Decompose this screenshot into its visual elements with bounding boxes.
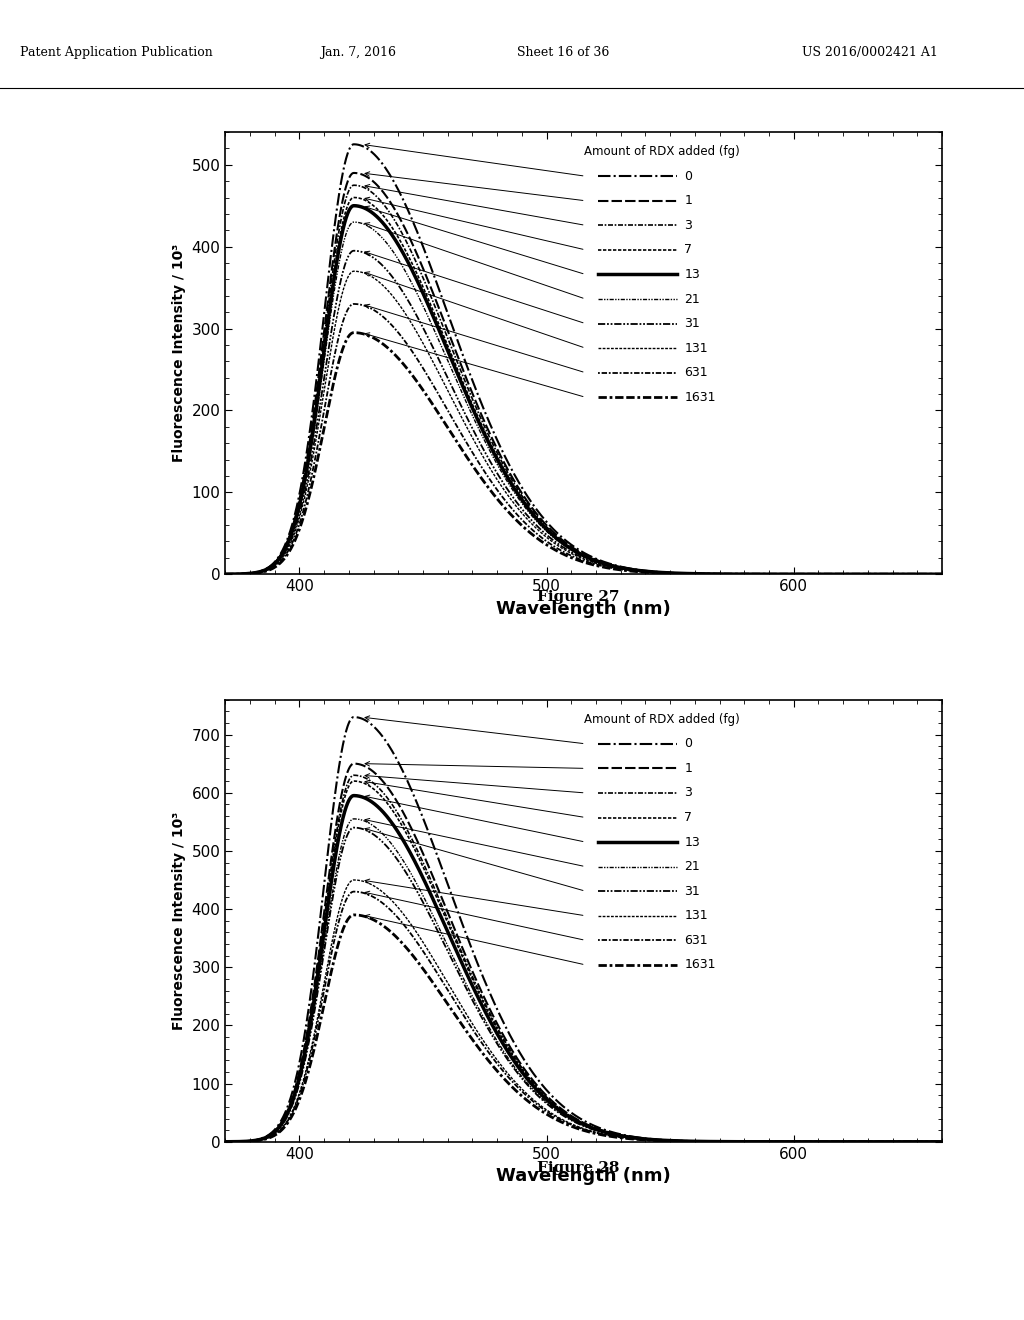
X-axis label: Wavelength (nm): Wavelength (nm) — [497, 1167, 671, 1185]
Y-axis label: Fluorescence Intensity / 10³: Fluorescence Intensity / 10³ — [172, 244, 186, 462]
Text: 13: 13 — [684, 268, 700, 281]
Text: Patent Application Publication: Patent Application Publication — [20, 46, 213, 59]
Text: 7: 7 — [684, 243, 692, 256]
Text: 631: 631 — [684, 366, 708, 379]
Text: 0: 0 — [684, 738, 692, 750]
Text: Figure 27: Figure 27 — [538, 590, 620, 603]
Text: 21: 21 — [684, 861, 700, 873]
Text: Amount of RDX added (fg): Amount of RDX added (fg) — [584, 145, 739, 158]
Text: Figure 28: Figure 28 — [538, 1162, 620, 1175]
Text: 3: 3 — [684, 219, 692, 232]
Text: 13: 13 — [684, 836, 700, 849]
Text: Jan. 7, 2016: Jan. 7, 2016 — [321, 46, 396, 59]
Text: 7: 7 — [684, 810, 692, 824]
Text: 31: 31 — [684, 884, 700, 898]
Text: 131: 131 — [684, 909, 708, 923]
Text: 31: 31 — [684, 317, 700, 330]
Text: 131: 131 — [684, 342, 708, 355]
Text: 1: 1 — [684, 762, 692, 775]
Text: 0: 0 — [684, 170, 692, 182]
Text: Amount of RDX added (fg): Amount of RDX added (fg) — [584, 713, 739, 726]
Text: 21: 21 — [684, 293, 700, 305]
Y-axis label: Fluorescence Intensity / 10³: Fluorescence Intensity / 10³ — [172, 812, 186, 1030]
Text: US 2016/0002421 A1: US 2016/0002421 A1 — [803, 46, 938, 59]
Text: 1631: 1631 — [684, 958, 716, 972]
Text: 3: 3 — [684, 787, 692, 800]
Text: 1: 1 — [684, 194, 692, 207]
Text: Sheet 16 of 36: Sheet 16 of 36 — [517, 46, 609, 59]
Text: 631: 631 — [684, 933, 708, 946]
X-axis label: Wavelength (nm): Wavelength (nm) — [497, 599, 671, 618]
Text: 1631: 1631 — [684, 391, 716, 404]
